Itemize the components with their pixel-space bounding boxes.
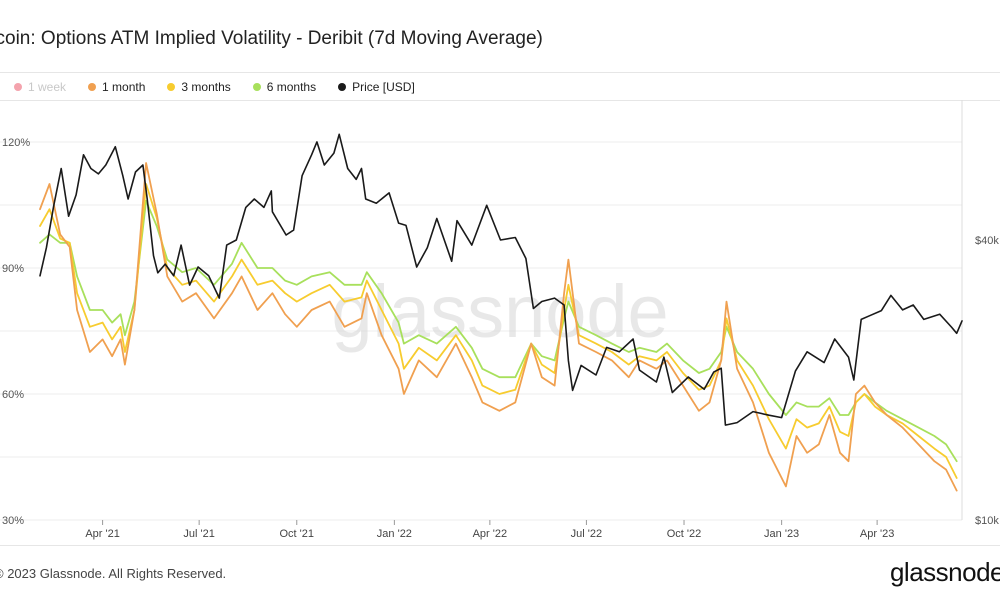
glassnode-logo: glassnode — [889, 557, 1000, 587]
legend-item-1-week[interactable]: 1 week — [14, 80, 66, 94]
x-tick-label: Apr '23 — [860, 528, 895, 540]
legend-item-1-month[interactable]: 1 month — [88, 80, 145, 94]
series-line-6-months — [39, 199, 958, 463]
watermark: glassnode — [331, 270, 668, 353]
x-tick-label: Oct '22 — [667, 528, 702, 540]
legend-dot-icon — [88, 83, 97, 91]
y-tick-label-left: 120% — [2, 137, 30, 149]
y-tick-label-left: 30% — [2, 515, 24, 527]
legend-dot-icon — [252, 83, 261, 91]
volatility-chart: glassnode 30% 60% 90% 120% $10k $40k Apr '21 Jul… — [0, 100, 999, 540]
x-tick-label: Jul '21 — [183, 528, 214, 540]
legend-label: 6 months — [266, 80, 317, 94]
x-tick-label: Jul '22 — [571, 528, 602, 540]
legend-label: 1 week — [28, 80, 67, 94]
legend-dot-icon — [14, 83, 22, 91]
legend-label: Price [USD] — [352, 80, 415, 94]
x-tick-label: Jan '23 — [764, 528, 799, 540]
y-tick-label-right: $40k — [975, 235, 999, 247]
copyright-text: © 2023 Glassnode. All Rights Reserved. — [0, 566, 227, 581]
legend-label: 1 month — [102, 80, 146, 94]
footer-divider — [0, 545, 1000, 546]
series-line-price-usd — [39, 133, 963, 426]
legend-dot-icon — [167, 83, 176, 91]
x-tick-label: Apr '21 — [85, 528, 120, 540]
legend-dot-icon — [338, 83, 347, 91]
y-tick-label-left: 60% — [2, 389, 24, 401]
legend: 1 week 1 month 3 months 6 months Price [… — [14, 80, 437, 94]
chart-title: itcoin: Options ATM Implied Volatility -… — [0, 28, 543, 49]
y-tick-label-right: $10k — [975, 515, 999, 527]
x-tick-label: Apr '22 — [473, 528, 508, 540]
legend-item-6-months[interactable]: 6 months — [252, 80, 317, 94]
series-line-1-month — [39, 162, 958, 492]
legend-item-3-months[interactable]: 3 months — [167, 80, 231, 94]
legend-label: 3 months — [181, 80, 231, 94]
legend-item-price[interactable]: Price [USD] — [338, 80, 415, 94]
legend-divider — [0, 100, 1000, 101]
y-tick-label-left: 90% — [2, 263, 24, 275]
x-tick-label: Oct '21 — [280, 528, 315, 540]
header-divider — [0, 72, 1000, 73]
x-tick-label: Jan '22 — [377, 528, 412, 540]
